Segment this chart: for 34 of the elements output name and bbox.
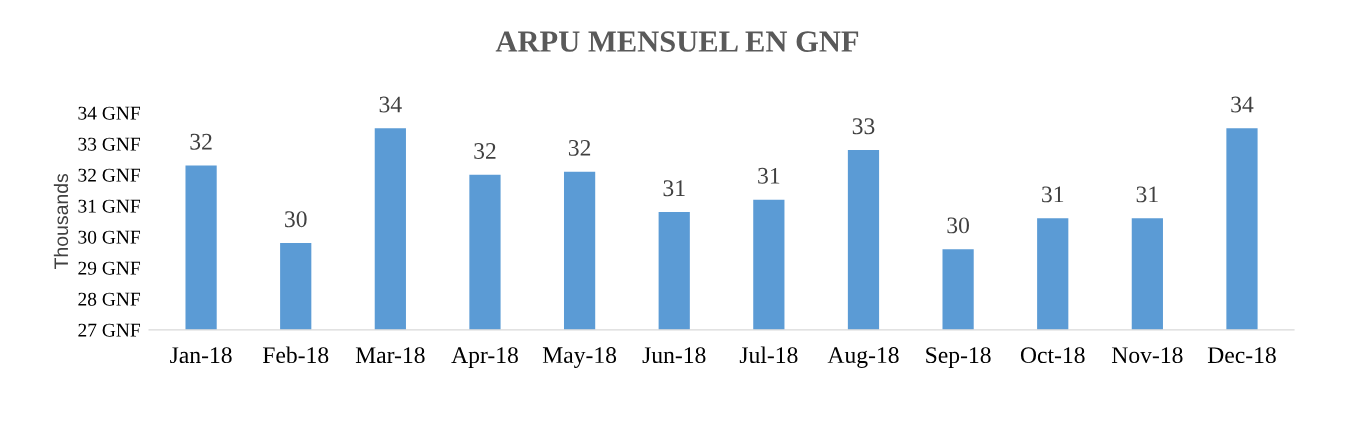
y-tick-label: 31 GNF [78, 199, 141, 213]
data-label: 30 [947, 217, 970, 234]
x-tick-label: Aug-18 [827, 347, 899, 368]
x-tick-label: May-18 [542, 347, 617, 368]
data-label: 34 [1231, 96, 1254, 113]
data-label: 34 [379, 96, 402, 113]
x-tick-label: Apr-18 [451, 347, 518, 368]
data-label: 31 [663, 180, 685, 197]
data-label: 32 [190, 133, 212, 150]
data-label: 32 [568, 139, 591, 156]
x-tick-label: Sep-18 [926, 347, 991, 368]
y-tick-label: 30 GNF [78, 230, 141, 244]
data-label: 31 [1136, 186, 1158, 203]
y-tick-label: 33 GNF [78, 137, 141, 151]
data-label: 32 [474, 143, 496, 159]
x-tick-label: Jul-18 [739, 346, 798, 364]
data-label: 30 [285, 211, 307, 228]
y-tick-label: 32 GNF [78, 168, 141, 182]
x-tick-label: Feb-18 [262, 346, 329, 364]
chart-title: ARPU MENSUEL EN GNF [495, 31, 859, 52]
y-tick-label: 27 GNF [78, 323, 141, 337]
y-tick-label: 34 GNF [78, 106, 141, 120]
data-label: 33 [852, 118, 875, 135]
y-axis-title: Thousands [53, 173, 69, 269]
x-tick-label: Dec-18 [1207, 347, 1276, 364]
x-tick-label: Oct-18 [1020, 347, 1085, 364]
x-tick-label: Mar-18 [355, 347, 425, 364]
x-tick-label: Jan-18 [170, 347, 232, 364]
y-tick-label: 29 GNF [78, 261, 141, 275]
x-tick-label: Nov-18 [1111, 347, 1183, 364]
y-tick-label: 28 GNF [78, 292, 141, 306]
data-label: 31 [1042, 186, 1064, 203]
x-tick-label: Jun-18 [642, 347, 706, 364]
data-label: 31 [758, 167, 780, 184]
